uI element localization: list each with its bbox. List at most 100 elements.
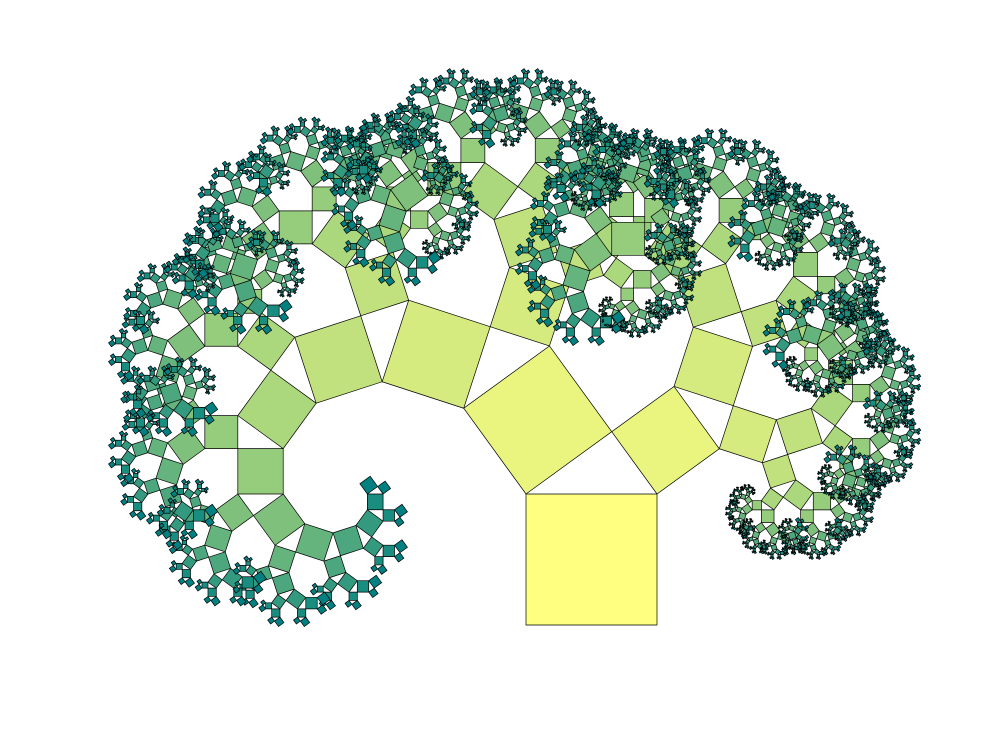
square: [466, 228, 471, 232]
square: [796, 247, 801, 252]
square: [902, 454, 906, 458]
square: [520, 68, 527, 75]
square: [145, 516, 154, 525]
square: [478, 138, 486, 146]
square: [416, 104, 421, 110]
square: [284, 239, 291, 246]
square: [591, 142, 595, 147]
square: [429, 114, 435, 120]
square: [441, 188, 446, 192]
square: [462, 227, 467, 231]
square: [609, 178, 613, 182]
square: [685, 199, 689, 202]
square: [437, 191, 441, 196]
square: [820, 546, 824, 550]
square: [731, 503, 735, 507]
square: [679, 251, 684, 256]
square: [833, 533, 837, 537]
square: [629, 314, 638, 324]
square: [424, 113, 431, 120]
square: [155, 419, 161, 425]
square: [913, 385, 918, 390]
square: [601, 172, 606, 177]
square: [394, 516, 405, 528]
square: [259, 178, 269, 188]
square: [697, 158, 702, 163]
square: [462, 73, 468, 79]
square: [167, 497, 174, 504]
square: [644, 138, 650, 144]
square: [551, 102, 554, 106]
square: [369, 181, 374, 186]
square: [349, 126, 355, 132]
square: [872, 425, 876, 429]
square: [147, 409, 154, 416]
square: [182, 237, 191, 245]
square: [316, 591, 331, 606]
square: [620, 287, 634, 302]
square: [890, 341, 895, 346]
square: [769, 345, 777, 353]
square: [830, 366, 834, 369]
square: [542, 195, 549, 201]
square: [600, 309, 603, 312]
square: [116, 370, 125, 379]
square: [843, 493, 848, 497]
square: [700, 193, 704, 197]
square: [625, 156, 629, 160]
square: [760, 183, 767, 191]
square: [611, 146, 615, 150]
square: [616, 168, 620, 172]
square: [843, 379, 847, 384]
square: [193, 225, 200, 232]
square: [626, 329, 630, 333]
square: [471, 85, 478, 92]
square: [777, 554, 781, 558]
square: [618, 168, 623, 173]
square: [797, 541, 801, 545]
square: [464, 69, 470, 75]
square: [744, 545, 748, 549]
square: [451, 222, 455, 225]
square: [822, 552, 826, 557]
square: [685, 301, 689, 305]
square: [823, 388, 828, 393]
square: [742, 534, 747, 539]
square: [693, 153, 699, 159]
square: [666, 185, 670, 189]
square: [677, 309, 681, 313]
square: [815, 203, 820, 207]
square: [631, 143, 636, 148]
square: [694, 271, 699, 276]
square: [169, 531, 179, 541]
square: [184, 520, 194, 530]
square: [124, 409, 131, 416]
square: [260, 236, 265, 242]
square: [523, 116, 528, 122]
square: [335, 131, 342, 138]
square: [206, 206, 213, 213]
square: [670, 227, 676, 233]
square: [133, 370, 139, 376]
square: [360, 142, 366, 148]
square: [860, 346, 864, 350]
square: [196, 578, 203, 585]
square: [893, 345, 898, 350]
square: [557, 99, 562, 103]
square: [170, 274, 175, 279]
square: [775, 351, 785, 361]
square: [697, 209, 702, 214]
square: [864, 414, 867, 417]
square: [776, 556, 780, 560]
square: [832, 252, 836, 255]
square: [849, 489, 857, 497]
square: [751, 500, 762, 511]
square: [690, 257, 696, 263]
square: [187, 528, 198, 540]
square: [204, 391, 208, 395]
square: [290, 249, 295, 254]
square: [668, 182, 673, 187]
square: [696, 197, 701, 202]
square: [196, 483, 202, 489]
square: [503, 86, 508, 92]
